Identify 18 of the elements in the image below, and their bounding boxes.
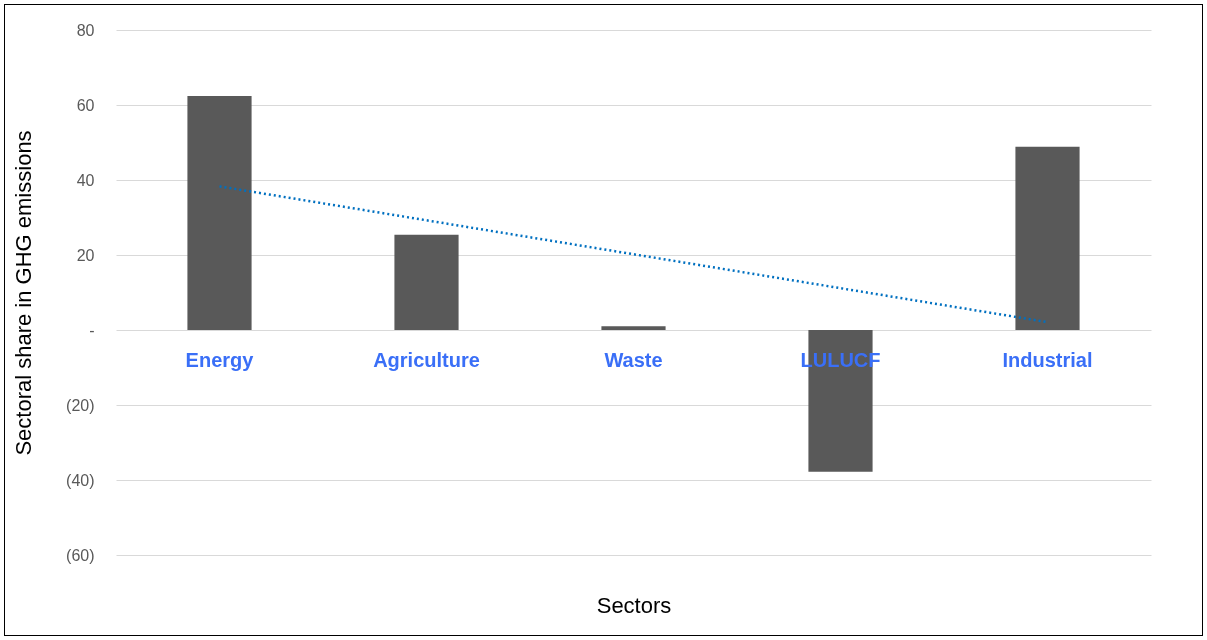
y-tick-label: 60 xyxy=(76,96,95,114)
x-tick-label: Industrial xyxy=(1002,348,1093,371)
x-tick-label: Agriculture xyxy=(373,348,480,371)
y-tick-label: - xyxy=(89,321,95,339)
y-axis-title: Sectoral share in GHG emissions xyxy=(11,130,37,456)
y-tick-label: (40) xyxy=(66,471,95,489)
bar xyxy=(1015,146,1080,330)
x-axis-title: Sectors xyxy=(596,592,672,618)
y-tick-label: (20) xyxy=(66,396,95,414)
x-tick-label: Energy xyxy=(185,348,255,371)
x-tick-label: Waste xyxy=(604,348,663,371)
y-tick-label: 40 xyxy=(76,171,95,189)
bar xyxy=(187,96,252,330)
y-tick-label: (60) xyxy=(66,546,95,564)
y-tick-label: 80 xyxy=(76,21,95,39)
bar xyxy=(601,326,666,330)
bar xyxy=(394,234,459,330)
y-tick-label: 20 xyxy=(76,246,95,264)
